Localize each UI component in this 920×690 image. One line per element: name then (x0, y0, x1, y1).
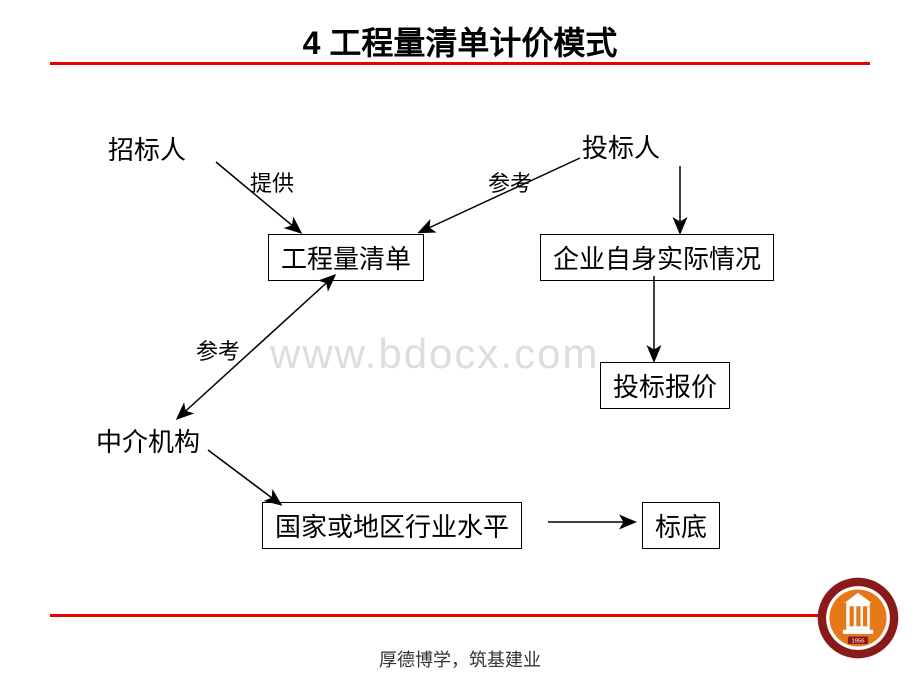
node-enterprise-situation: 企业自身实际情况 (540, 234, 774, 281)
arrow-layer (0, 0, 920, 690)
divider-bottom (50, 614, 870, 617)
node-base-price: 标底 (642, 502, 720, 549)
node-bidder: 投标人 (582, 128, 660, 165)
watermark-text: www.bdocx.com (270, 330, 599, 378)
node-tenderer: 招标人 (108, 130, 186, 167)
edge-label-reference-1: 参考 (488, 166, 532, 198)
edge-label-provide: 提供 (250, 166, 294, 198)
page-title: 4 工程量清单计价模式 (0, 18, 920, 64)
university-logo: 1956 (816, 576, 900, 660)
node-industry-level: 国家或地区行业水平 (262, 502, 522, 549)
svg-text:1956: 1956 (851, 638, 864, 644)
node-intermediary: 中介机构 (96, 422, 200, 459)
motto-text: 厚德博学，筑基建业 (0, 646, 920, 672)
divider-top (50, 62, 870, 65)
node-bill-of-quantities: 工程量清单 (268, 234, 424, 281)
edge-label-reference-2: 参考 (196, 334, 240, 366)
node-bid-price: 投标报价 (600, 362, 730, 409)
